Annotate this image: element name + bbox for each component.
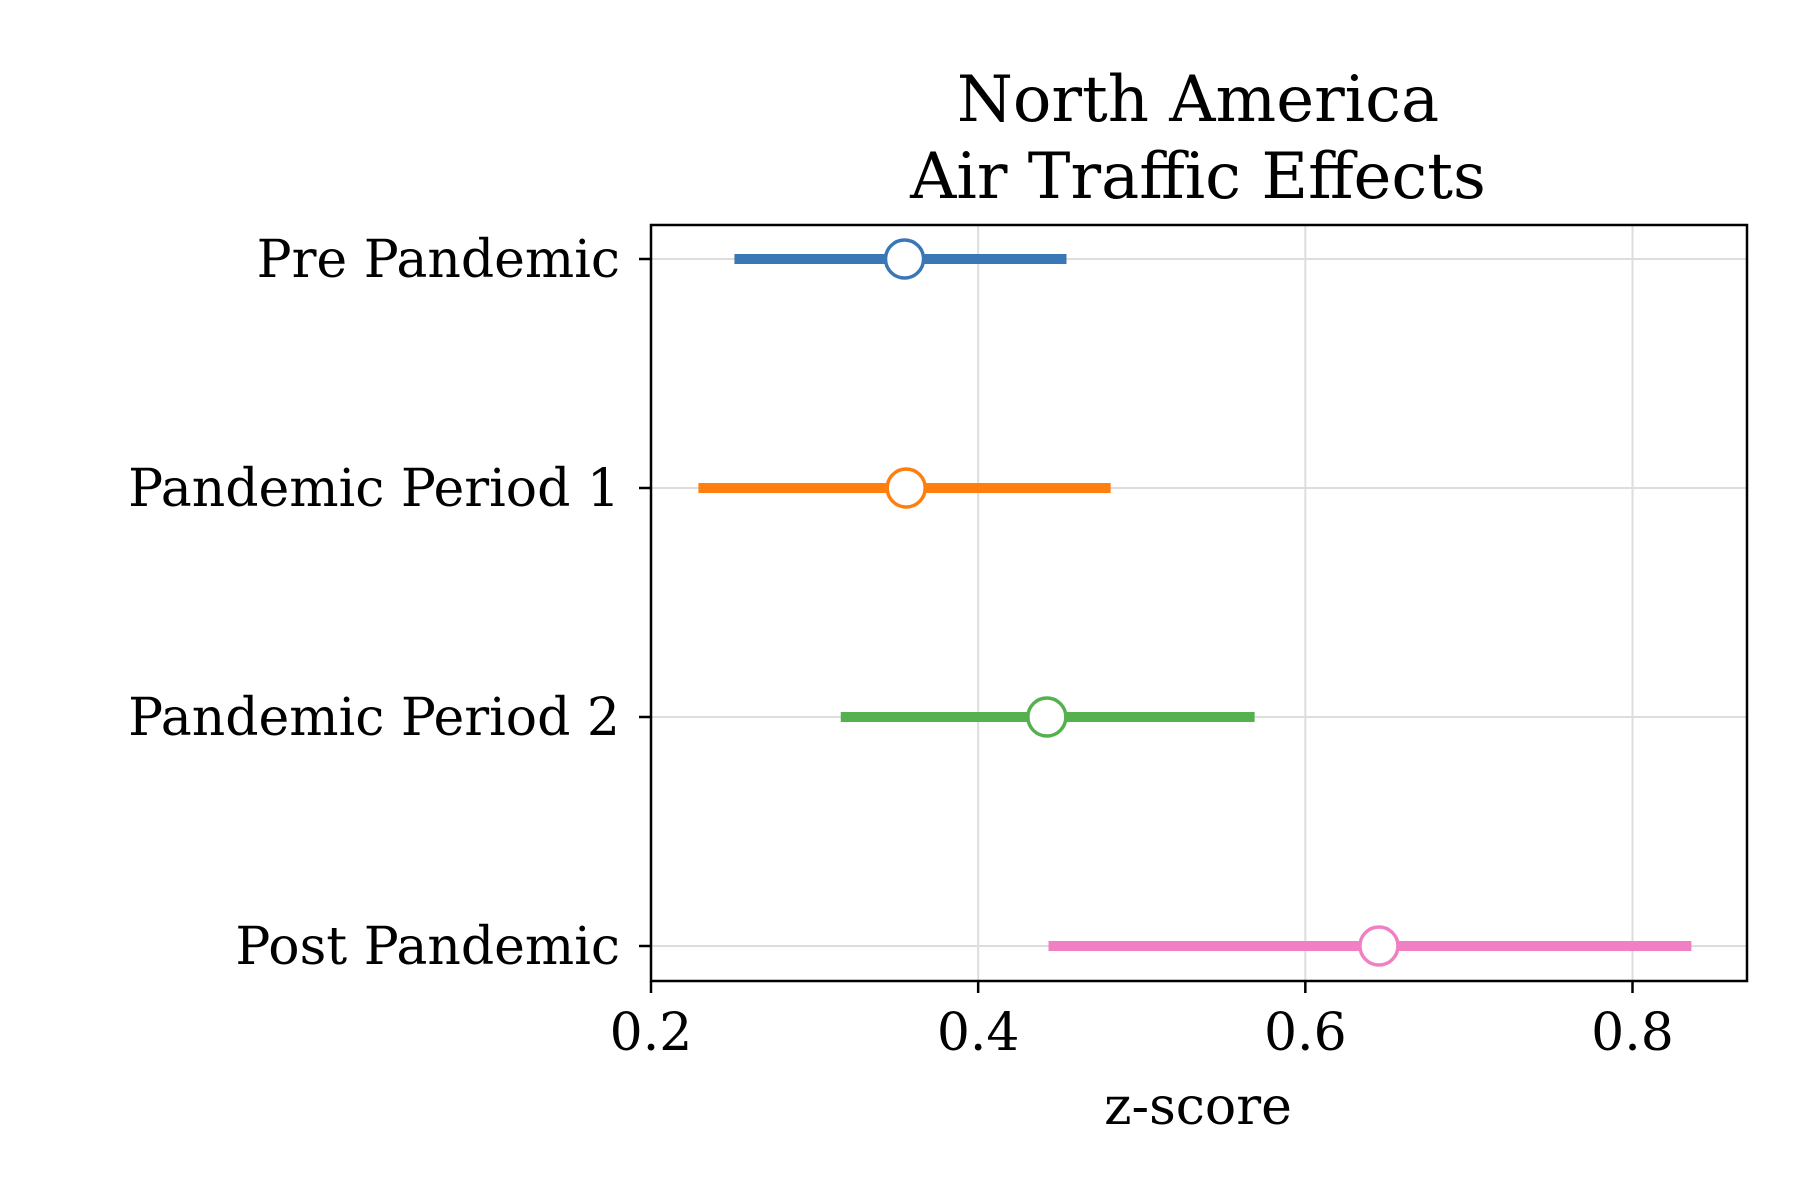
chart-title-line-2: Air Traffic Effects bbox=[909, 140, 1486, 214]
chart-title-line-1: North America bbox=[957, 63, 1439, 137]
y-tick-label: Pandemic Period 2 bbox=[128, 688, 620, 748]
plot-frame bbox=[649, 223, 1749, 983]
confidence-intervals bbox=[698, 254, 1692, 951]
point-estimate bbox=[1026, 696, 1068, 738]
y-tick-label: Pandemic Period 1 bbox=[128, 459, 620, 519]
point-estimate bbox=[883, 238, 926, 280]
x-tick-label: 0.8 bbox=[1591, 1003, 1674, 1063]
x-tick-label: 0.6 bbox=[1264, 1003, 1347, 1063]
x-tick-label: 0.2 bbox=[610, 1003, 693, 1063]
x-tick-label: 0.4 bbox=[937, 1003, 1020, 1063]
y-tick-label: Pre Pandemic bbox=[257, 230, 620, 290]
y-axis-ticks: Pre Pandemic Pandemic Period 1 Pandemic Pe… bbox=[128, 230, 651, 977]
grid-lines bbox=[650, 225, 1747, 981]
point-estimate bbox=[885, 467, 927, 509]
x-axis-ticks: 0.2 0.4 0.6 0.8 bbox=[610, 981, 1674, 1063]
point-estimate bbox=[1358, 925, 1400, 967]
y-tick-label: Post Pandemic bbox=[235, 917, 620, 977]
point-estimates bbox=[883, 238, 1400, 967]
chart-title: North America Air Traffic Effects bbox=[909, 63, 1486, 214]
x-axis-label: z-score bbox=[1104, 1077, 1292, 1137]
